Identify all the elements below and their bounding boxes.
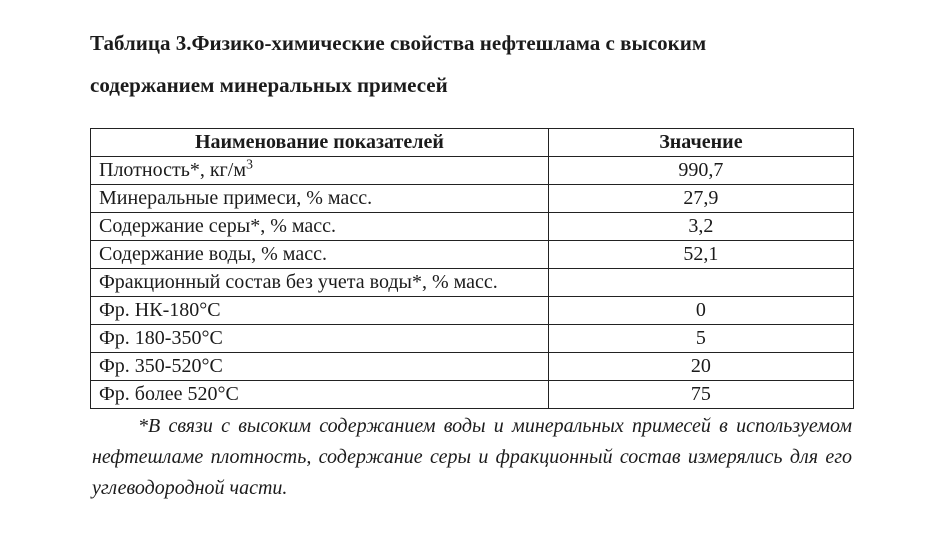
table-row: Фр. 350-520°С 20 [91,353,854,381]
row-label: Плотность*, кг/м3 [91,157,549,185]
table-row: Фр. НК-180°С 0 [91,297,854,325]
table-row: Фракционный состав без учета воды*, % ма… [91,269,854,297]
row-value: 20 [548,353,853,381]
row-label: Содержание воды, % масс. [91,241,549,269]
row-value: 0 [548,297,853,325]
col-header-name: Наименование показателей [91,129,549,157]
col-header-value: Значение [548,129,853,157]
row-label: Фракционный состав без учета воды*, % ма… [91,269,549,297]
table-row: Фр. 180-350°С 5 [91,325,854,353]
table-caption: Таблица 3.Физико-химические свойства неф… [90,22,854,106]
footnote: *В связи с высоким содержанием воды и ми… [90,411,854,504]
row-value [548,269,853,297]
table-row: Минеральные примеси, % масс. 27,9 [91,185,854,213]
row-value: 27,9 [548,185,853,213]
row-label: Содержание серы*, % масс. [91,213,549,241]
table-row: Фр. более 520°С 75 [91,381,854,409]
row-label: Фр. более 520°С [91,381,549,409]
row-label: Фр. НК-180°С [91,297,549,325]
row-value: 5 [548,325,853,353]
table-body: Плотность*, кг/м3 990,7 Минеральные прим… [91,157,854,409]
properties-table: Наименование показателей Значение Плотно… [90,128,854,409]
document-page: Таблица 3.Физико-химические свойства неф… [0,0,944,556]
row-label: Минеральные примеси, % масс. [91,185,549,213]
row-value: 52,1 [548,241,853,269]
row-label: Фр. 180-350°С [91,325,549,353]
table-row: Содержание воды, % масс. 52,1 [91,241,854,269]
table-row: Содержание серы*, % масс. 3,2 [91,213,854,241]
row-label: Фр. 350-520°С [91,353,549,381]
table-header-row: Наименование показателей Значение [91,129,854,157]
row-value: 3,2 [548,213,853,241]
footnote-text: *В связи с высоким содержанием воды и ми… [92,415,852,499]
table-row: Плотность*, кг/м3 990,7 [91,157,854,185]
title-line-2: содержанием минеральных примесей [90,73,448,97]
title-line-1: Таблица 3.Физико-химические свойства неф… [90,31,706,55]
row-value: 990,7 [548,157,853,185]
row-value: 75 [548,381,853,409]
